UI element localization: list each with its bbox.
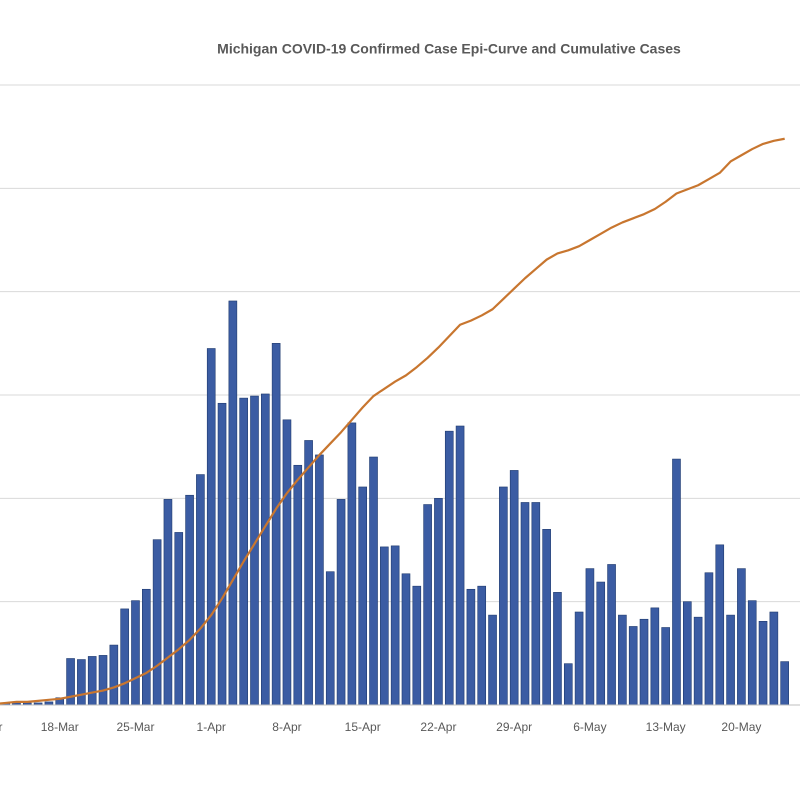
bar <box>347 422 357 706</box>
bar <box>520 502 530 706</box>
bar <box>109 644 119 706</box>
bar <box>747 600 757 706</box>
bar <box>423 504 432 706</box>
x-tick-label: 6-May <box>573 720 606 734</box>
x-tick-label: 29-Apr <box>496 720 532 734</box>
bar <box>336 499 346 706</box>
bar <box>315 454 324 706</box>
bar <box>672 458 681 706</box>
bar <box>639 618 649 706</box>
bar <box>271 343 281 706</box>
bar <box>142 588 151 706</box>
bar <box>185 494 194 706</box>
bar <box>325 571 335 706</box>
bar <box>304 440 313 706</box>
bar <box>726 614 735 706</box>
bar <box>682 601 692 706</box>
bar <box>174 532 184 706</box>
bar <box>206 348 216 706</box>
x-tick-label: 8-Apr <box>272 720 301 734</box>
x-tick-label: 11-Mar <box>0 720 3 734</box>
bar <box>239 397 248 706</box>
bar <box>563 663 573 706</box>
bar <box>77 659 86 706</box>
x-tick-label: 20-May <box>721 720 761 734</box>
bar <box>607 564 616 706</box>
x-tick-label: 15-Apr <box>345 720 381 734</box>
bar <box>152 539 162 706</box>
bar <box>131 600 140 706</box>
bar <box>250 395 259 706</box>
bar <box>228 300 238 706</box>
bar <box>661 627 670 706</box>
bar <box>585 568 595 706</box>
x-tick-label: 18-Mar <box>41 720 79 734</box>
x-tick-label: 13-May <box>646 720 686 734</box>
bar <box>715 544 725 706</box>
bar <box>488 614 497 706</box>
bar <box>574 611 584 706</box>
bar <box>380 546 389 706</box>
bar <box>758 620 768 706</box>
bar <box>120 608 129 706</box>
bar <box>509 470 519 706</box>
bar <box>98 655 108 706</box>
bar <box>499 486 508 706</box>
bar <box>531 502 541 706</box>
bar <box>217 402 227 706</box>
x-tick-label: 22-Apr <box>420 720 456 734</box>
bar <box>704 572 714 706</box>
bar <box>737 568 746 706</box>
bar <box>401 573 411 706</box>
bar <box>650 607 660 706</box>
bar <box>780 661 789 706</box>
bar <box>693 616 703 706</box>
bar <box>358 486 368 706</box>
bar <box>282 419 292 706</box>
bar <box>261 393 270 706</box>
bar <box>293 464 303 706</box>
bar <box>412 585 422 706</box>
bar <box>477 585 487 706</box>
bar <box>628 626 638 706</box>
x-tick-label: 25-Mar <box>116 720 154 734</box>
bar <box>553 592 562 706</box>
bar <box>163 499 173 706</box>
bar <box>369 456 378 706</box>
cumulative-line <box>0 137 785 705</box>
bar <box>444 430 454 706</box>
bar <box>434 498 443 706</box>
x-tick-label: 1-Apr <box>197 720 226 734</box>
bar <box>455 425 465 706</box>
bar <box>196 474 205 706</box>
bar <box>542 529 551 706</box>
bar <box>596 581 606 706</box>
bar <box>390 545 400 706</box>
bar <box>87 656 97 706</box>
bar <box>769 611 779 706</box>
bar <box>466 588 476 706</box>
bar <box>618 614 627 706</box>
chart-title: Michigan COVID-19 Confirmed Case Epi-Cur… <box>217 41 681 57</box>
